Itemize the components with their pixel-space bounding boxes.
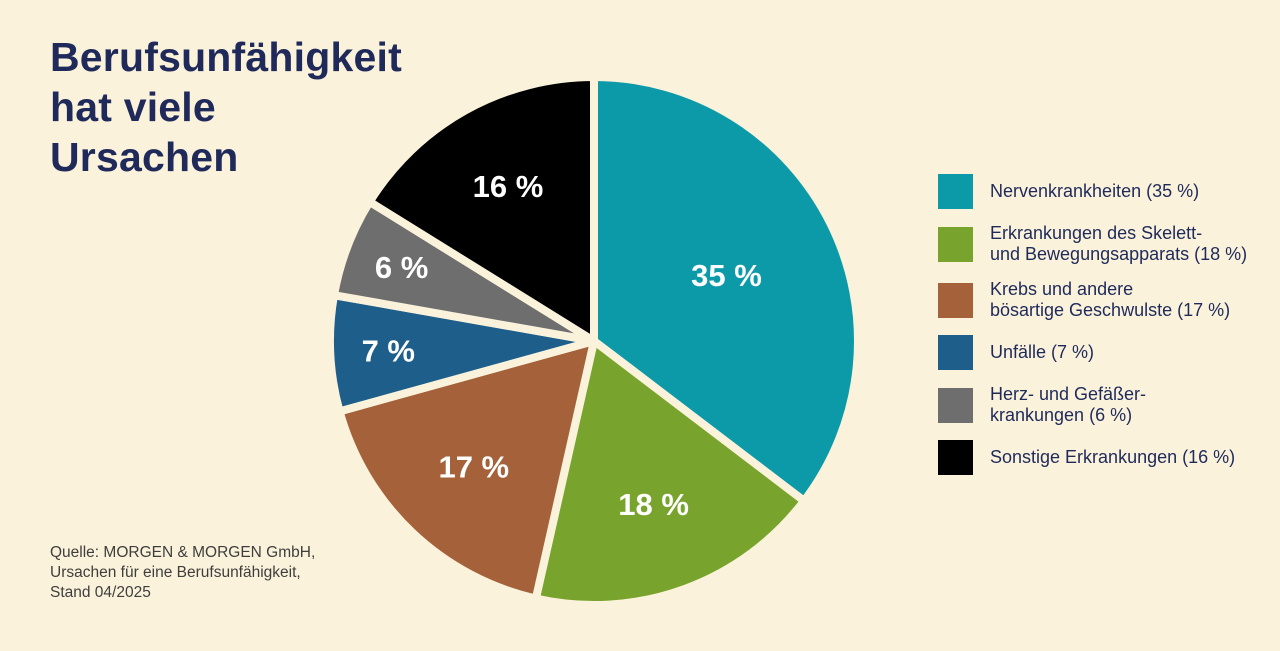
page-title-line: Berufsunfähigkeit: [50, 34, 402, 80]
page-title: Berufsunfähigkeit hat viele Ursachen: [50, 32, 402, 182]
pie-chart: 35 % 18 % 17 % 7 % 6 % 16 %: [326, 73, 862, 609]
legend-swatch-3: [938, 282, 973, 318]
legend-item-5: Herz- und Gefäßer-krankungen (6 %): [938, 384, 1258, 426]
legend-item-2: Erkrankungen des Skelett-und Bewegungsap…: [938, 223, 1258, 265]
legend-label-6: Sonstige Erkrankungen (16 %): [990, 447, 1236, 467]
legend-swatch-6: [938, 440, 973, 475]
source-note: Quelle: MORGEN & MORGEN GmbH, Ursachen f…: [50, 543, 315, 603]
pie-slice-label-5: 6 %: [375, 250, 428, 285]
legend: Nervenkrankheiten (35 %) Erkrankungen des…: [938, 174, 1258, 475]
legend-label-4: Unfälle (7 %): [990, 342, 1095, 362]
pie-slice-label-6: 16 %: [473, 169, 544, 204]
legend-swatch-4: [938, 335, 973, 370]
legend-label-5: Herz- und Gefäßer-krankungen (6 %): [990, 384, 1147, 425]
pie-slice-label-3: 17 %: [438, 450, 509, 485]
legend-label-2: Erkrankungen des Skelett-und Bewegungsap…: [990, 223, 1248, 264]
pie-slice-label-2: 18 %: [618, 487, 689, 522]
legend-swatch-5: [938, 387, 973, 423]
legend-item-4: Unfälle (7 %): [938, 335, 1258, 370]
legend-swatch-1: [938, 174, 973, 209]
pie-slice-label-1: 35 %: [691, 258, 762, 293]
legend-item-1: Nervenkrankheiten (35 %): [938, 174, 1258, 209]
pie-slice-1: [590, 73, 862, 505]
legend-label-1: Nervenkrankheiten (35 %): [990, 181, 1200, 201]
pie-slice-6: [365, 73, 598, 345]
source-note-line: Stand 04/2025: [50, 584, 151, 601]
legend-item-3: Krebs und andere bösartige Geschwulste (1…: [938, 279, 1258, 321]
legend-label-3: Krebs und andere bösartige Geschwulste (1…: [990, 279, 1231, 320]
legend-swatch-2: [938, 226, 973, 262]
pie-slice-label-4: 7 %: [362, 333, 415, 368]
legend-item-6: Sonstige Erkrankungen (16 %): [938, 440, 1258, 475]
source-note-line: Quelle: MORGEN & MORGEN GmbH,: [50, 544, 316, 561]
source-note-line: Ursachen für eine Berufsunfähigkeit,: [50, 564, 301, 581]
pie-slice-2: [531, 337, 809, 609]
page-title-line: hat viele: [50, 84, 216, 130]
page-title-line: Ursachen: [50, 134, 239, 180]
pie-slice-3: [335, 337, 598, 603]
